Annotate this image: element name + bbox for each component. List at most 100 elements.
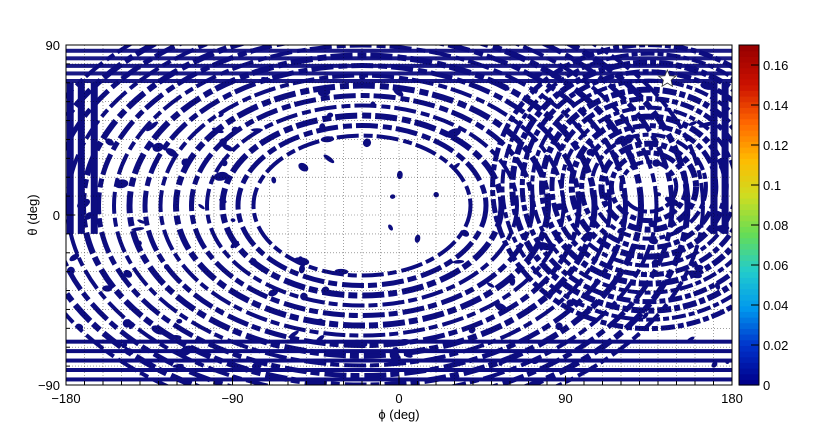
colorbar-segment [739, 328, 759, 335]
fringe-band [66, 63, 732, 68]
fringe-blob [446, 128, 461, 138]
fringe-blob [656, 192, 662, 197]
fringe-blob [314, 318, 323, 324]
fringe-blob [715, 282, 721, 290]
colorbar-segment [739, 164, 759, 171]
colorbar-segment [739, 379, 759, 386]
fringe-blob [66, 266, 75, 275]
fringe-blob [388, 224, 394, 231]
colorbar-segment [739, 147, 759, 154]
fringe-blob [694, 264, 704, 271]
fringe-blob [231, 126, 239, 134]
colorbar-segment [739, 368, 759, 375]
colorbar-segment [739, 215, 759, 222]
y-tick-label: 90 [46, 38, 60, 53]
fringe-arc [509, 59, 732, 314]
fringe-arc [490, 45, 732, 332]
fringe-blob [651, 259, 658, 265]
fringe-blob [664, 196, 680, 207]
colorbar-segment [739, 135, 759, 142]
x-tick-label: −90 [221, 391, 243, 406]
colorbar-segment [739, 101, 759, 108]
fringe-blob [69, 253, 80, 262]
colorbar-segment [739, 45, 759, 52]
colorbar-segment [739, 226, 759, 233]
fringe-blob [102, 285, 113, 292]
fringe-arc [251, 133, 473, 278]
colorbar-segment [739, 203, 759, 210]
fringe-blob [170, 334, 182, 340]
fringe-blob [532, 360, 539, 365]
colorbar-segment [739, 266, 759, 273]
fringe-blob [218, 112, 224, 118]
fringe-blob [221, 159, 228, 167]
fringe-blob [586, 148, 594, 156]
colorbar-segment [739, 317, 759, 324]
fringe-blob [288, 330, 299, 339]
fringe-blob [230, 218, 236, 223]
colorbar-segment [739, 260, 759, 267]
fringe-blob [648, 145, 654, 151]
fringe-blob [370, 101, 376, 108]
colorbar-segment [739, 113, 759, 120]
fringe-blob [122, 319, 132, 328]
fringe-blob [135, 240, 142, 247]
fringe-arc [66, 45, 691, 385]
fringe-blob [725, 359, 730, 365]
colorbar-segment [739, 158, 759, 165]
colorbar-tick-label: 0.14 [763, 98, 788, 113]
colorbar-segment [739, 362, 759, 369]
colorbar-segment [739, 84, 759, 91]
fringe-blob [718, 163, 726, 171]
fringe-blob [554, 203, 565, 211]
colorbar-segment [739, 249, 759, 256]
colorbar-segment [739, 192, 759, 199]
colorbar-segment [739, 107, 759, 114]
colorbar: 0 0.02 0.04 0.06 0.08 0.1 0.12 0.14 0.16 [738, 44, 788, 393]
fringe-blob [298, 162, 309, 172]
y-axis-title: θ (deg) [25, 194, 40, 235]
fringe-blob [687, 336, 695, 342]
fringe-blob [614, 135, 626, 145]
fringe-blob [391, 347, 399, 354]
fringe-blob [420, 348, 431, 353]
x-axis: −180 −90 0 90 180 [51, 376, 743, 406]
colorbar-segment [739, 62, 759, 69]
colorbar-segment [739, 198, 759, 205]
fringe-band [66, 56, 732, 61]
fringe-blob [393, 87, 404, 97]
star-marker [657, 68, 677, 88]
fringe-blob [431, 356, 439, 362]
fringe-blob [623, 134, 634, 144]
colorbar-segment [739, 334, 759, 341]
colorbar-segment [739, 152, 759, 159]
colorbar-segment [739, 209, 759, 216]
fringe-blob [451, 162, 460, 170]
fringe-blob [251, 362, 262, 370]
fringe-arc [539, 86, 732, 287]
fringe-blob [124, 348, 134, 356]
colorbar-segment [739, 271, 759, 278]
fringe-arc [608, 150, 689, 224]
colorbar-segment [739, 50, 759, 57]
fringe-blob [362, 138, 372, 148]
colorbar-segment [739, 130, 759, 137]
colorbar-segment [739, 90, 759, 97]
fringe-arc [96, 45, 628, 379]
colorbar-segment [739, 322, 759, 329]
fringe-blob [176, 318, 183, 324]
colorbar-segment [739, 232, 759, 239]
fringe-blob [672, 225, 685, 235]
colorbar-segment [739, 237, 759, 244]
fringe-blob [504, 86, 510, 91]
fringe-blob [213, 171, 229, 181]
colorbar-segment [739, 277, 759, 284]
fringe-blob [433, 192, 439, 198]
grid-lines [66, 45, 732, 385]
colorbar-segment [739, 169, 759, 176]
fringe-blob [121, 342, 128, 349]
fringe-blob [293, 257, 310, 266]
fringe-blob [105, 138, 114, 146]
fringe-blob [711, 361, 718, 368]
